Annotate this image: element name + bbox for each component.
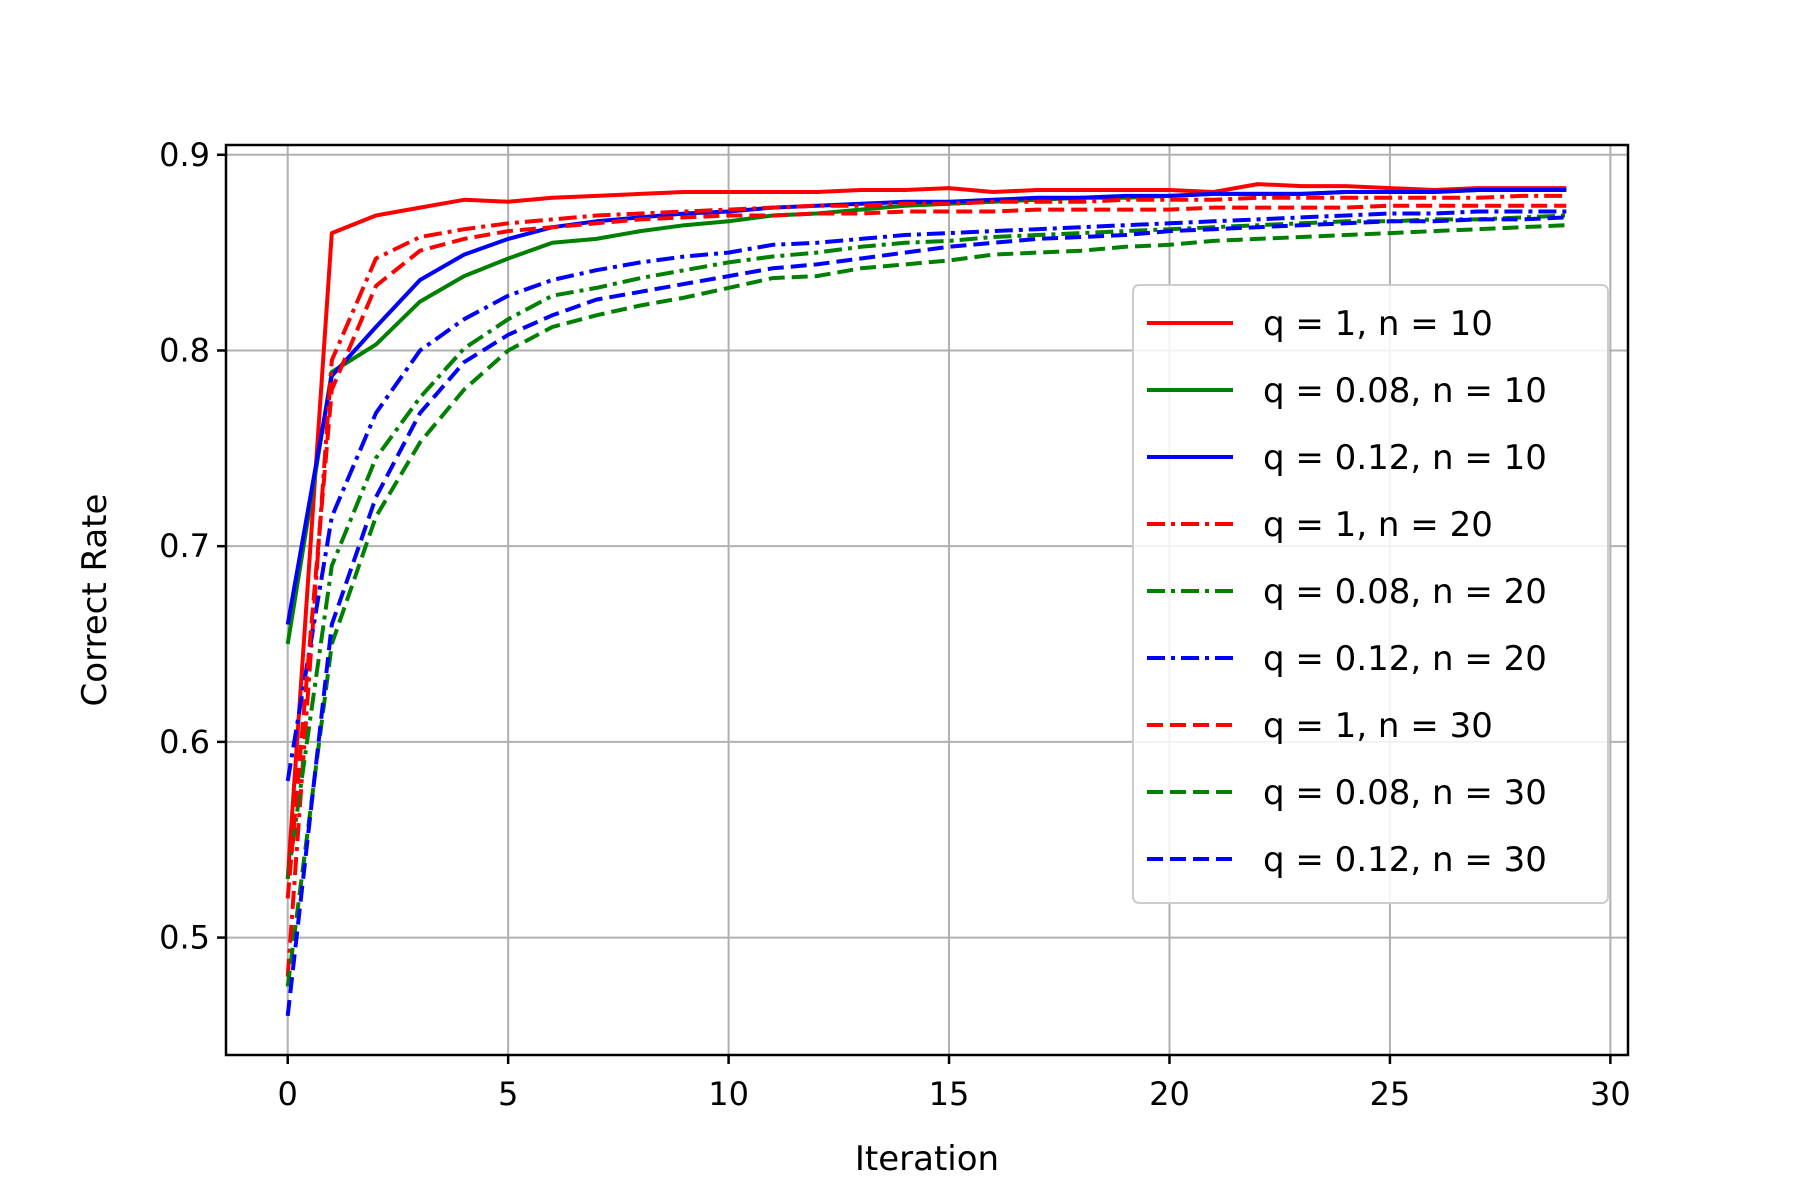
series-line <box>285 209 1567 782</box>
y-tick-label: 0.7 <box>159 527 210 565</box>
x-tick-label: 5 <box>498 1075 518 1113</box>
x-tick-label: 15 <box>929 1075 970 1113</box>
legend-label: q = 0.08, n = 10 <box>1263 371 1547 411</box>
series-line <box>285 213 1567 880</box>
legend-label: q = 0.12, n = 10 <box>1263 438 1547 478</box>
y-tick-label: 0.6 <box>159 723 210 761</box>
series-line <box>285 215 1567 1017</box>
series-line <box>285 182 1567 880</box>
legend-label: q = 0.12, n = 20 <box>1263 639 1547 679</box>
series-line <box>285 193 1567 977</box>
legend-box <box>1132 284 1609 904</box>
series-lines <box>285 182 1567 1017</box>
legend-label: q = 1, n = 20 <box>1263 505 1493 545</box>
x-axis-title: Iteration <box>855 1139 999 1179</box>
y-axis-title: Correct Rate <box>75 494 115 707</box>
legend-label: q = 1, n = 10 <box>1263 304 1493 344</box>
y-tick-label: 0.8 <box>159 331 210 369</box>
series-line <box>285 203 1567 899</box>
axis-ticks: 0 5 10 15 20 25 30 0.5 0.6 0.7 0.8 0.9 <box>159 136 1631 1113</box>
y-tick-label: 0.9 <box>159 136 210 174</box>
legend-label: q = 0.12, n = 30 <box>1263 840 1547 880</box>
series-line <box>285 188 1567 625</box>
x-tick-label: 10 <box>708 1075 749 1113</box>
legend-label: q = 1, n = 30 <box>1263 706 1493 746</box>
series-line <box>285 223 1567 987</box>
y-tick-label: 0.5 <box>159 919 210 957</box>
x-tick-label: 25 <box>1370 1075 1411 1113</box>
legend-label: q = 0.08, n = 20 <box>1263 572 1547 612</box>
x-tick-label: 20 <box>1149 1075 1190 1113</box>
x-tick-label: 0 <box>278 1075 298 1113</box>
legend: q = 1, n = 10 q = 0.08, n = 10 q = 0.12, n… <box>1132 284 1609 904</box>
legend-label: q = 0.08, n = 30 <box>1263 773 1547 813</box>
plot-frame <box>224 143 1630 1057</box>
x-tick-label: 30 <box>1590 1075 1631 1113</box>
